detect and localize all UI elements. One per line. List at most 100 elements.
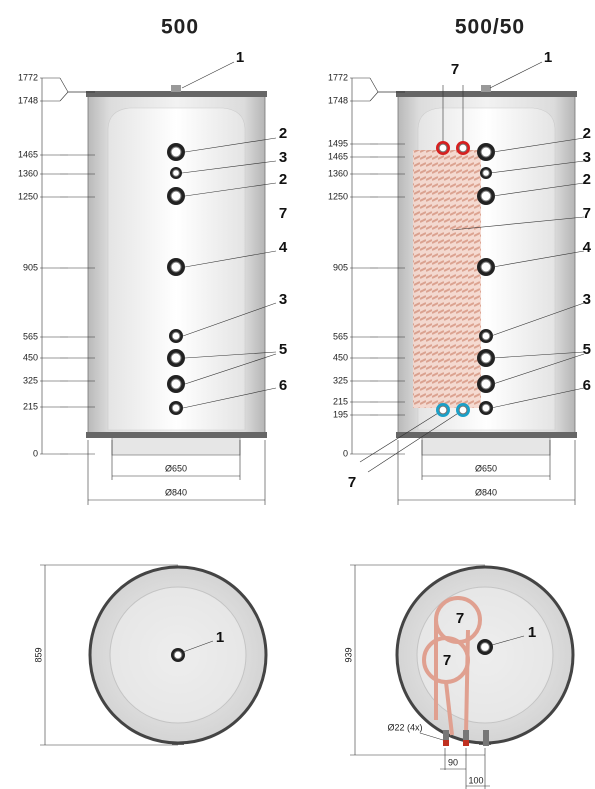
view-title: 500/50 <box>455 16 525 39</box>
stub <box>443 730 449 746</box>
dimension-label: 1465 <box>328 151 348 161</box>
leader-line <box>182 387 277 409</box>
dimension-label: 1360 <box>328 168 348 178</box>
tank-top-band <box>86 91 267 97</box>
tank-foot <box>111 436 241 456</box>
leader-line <box>59 91 69 102</box>
dimension-label: 215 <box>333 396 348 406</box>
top-connection <box>481 85 491 92</box>
callout: 3 <box>583 149 591 166</box>
connection-bore <box>170 146 182 158</box>
connection-bore <box>480 146 492 158</box>
leader-line <box>369 77 379 93</box>
dimension-label: 215 <box>23 401 38 411</box>
dimension-label: 0 <box>343 448 348 458</box>
coil-pipe <box>434 620 470 736</box>
callout: 7 <box>583 205 591 222</box>
connection-bore <box>480 642 490 652</box>
connection-bore <box>171 403 181 413</box>
leader-line <box>419 732 444 741</box>
stub <box>463 730 469 746</box>
dimension-label: 565 <box>23 331 38 341</box>
leader-line <box>451 216 585 231</box>
note: 100 <box>468 775 483 785</box>
dimension-label: 1772 <box>328 72 348 82</box>
note: 90 <box>448 757 458 767</box>
stub <box>483 730 489 746</box>
leader-line <box>184 351 277 359</box>
callout: 7 <box>443 652 451 669</box>
dimension-label: 1250 <box>18 191 38 201</box>
leader-line <box>184 182 277 197</box>
coil <box>413 150 481 408</box>
width-label: Ø650 <box>475 463 497 473</box>
leader-line <box>490 387 585 409</box>
note: Ø22 (4x) <box>387 722 422 732</box>
callout: 2 <box>583 125 591 142</box>
dimension-label: 195 <box>333 409 348 419</box>
plan-dimension: 859 <box>33 647 43 662</box>
tank-foot <box>421 436 551 456</box>
connection-bore <box>482 169 490 177</box>
connection-bore <box>170 261 182 273</box>
callout: 3 <box>279 149 287 166</box>
dimension-label: 1748 <box>18 95 38 105</box>
pipe-end <box>463 740 469 746</box>
leader-line <box>182 640 214 653</box>
dimension-label: 450 <box>333 352 348 362</box>
callout: 6 <box>583 377 591 394</box>
callout: 5 <box>279 341 287 358</box>
callout: 7 <box>456 610 464 627</box>
leader-line <box>359 409 444 463</box>
dimension-label: 565 <box>333 331 348 341</box>
leader-line <box>492 351 585 359</box>
leader-line <box>492 137 585 153</box>
leader-line <box>489 160 585 174</box>
leader-line <box>367 409 464 473</box>
top-connection <box>171 85 181 92</box>
pipe-end <box>443 740 449 746</box>
dimension-label: 1772 <box>18 72 38 82</box>
connection-bore <box>458 405 468 415</box>
connection-bore <box>480 190 492 202</box>
dimension-label: 325 <box>23 375 38 385</box>
dimension-label: 325 <box>333 375 348 385</box>
connection-bore <box>458 143 468 153</box>
leader-line <box>184 137 277 153</box>
plan-dimension: 939 <box>343 647 353 662</box>
callout: 7 <box>348 474 356 491</box>
dimension-label: 1748 <box>328 95 348 105</box>
width-label: Ø840 <box>165 487 187 497</box>
leader-line <box>369 91 379 102</box>
callout: 4 <box>279 239 288 256</box>
width-label: Ø650 <box>165 463 187 473</box>
connection-bore <box>480 378 492 390</box>
callout: 5 <box>583 341 591 358</box>
connection-bore <box>170 378 182 390</box>
dimension-label: 1360 <box>18 168 38 178</box>
view-title: 500 <box>161 16 199 39</box>
leader-line <box>491 635 525 646</box>
callout: 3 <box>583 291 591 308</box>
connection-bore <box>481 331 491 341</box>
callout: 1 <box>528 624 536 641</box>
callout: 6 <box>279 377 287 394</box>
callout: 7 <box>451 61 459 78</box>
callout: 2 <box>279 125 287 142</box>
dimension-label: 450 <box>23 352 38 362</box>
connection-bore <box>170 352 182 364</box>
leader-line <box>184 250 277 268</box>
dimension-label: 1465 <box>18 149 38 159</box>
dimension-label: 0 <box>33 448 38 458</box>
width-label: Ø840 <box>475 487 497 497</box>
dimension-label: 905 <box>23 262 38 272</box>
callout: 2 <box>583 171 591 188</box>
connection-bore <box>171 331 181 341</box>
tank-bottom-band <box>396 432 577 438</box>
dimension-label: 905 <box>333 262 348 272</box>
leader-line <box>492 353 585 385</box>
leader-line <box>490 302 585 337</box>
leader-line <box>59 77 69 93</box>
leader-line <box>492 182 585 197</box>
leader-line <box>489 61 543 89</box>
